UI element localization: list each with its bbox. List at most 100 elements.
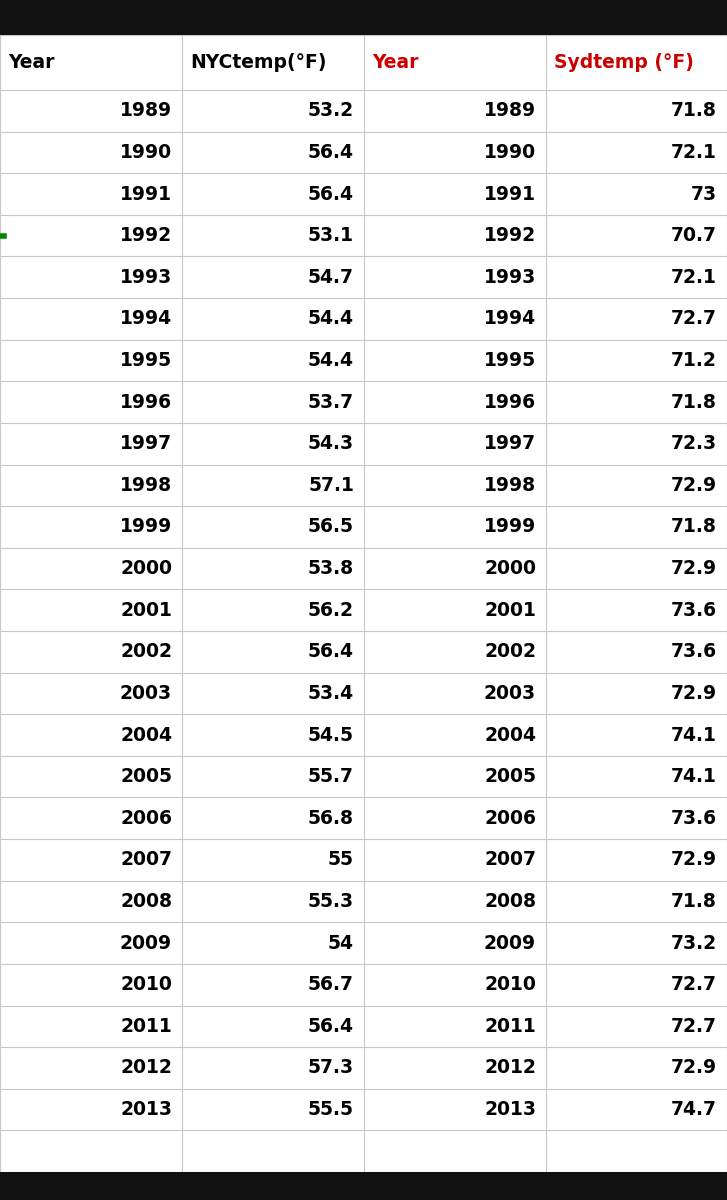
Text: 53.8: 53.8: [308, 559, 354, 578]
Text: 2007: 2007: [120, 851, 172, 869]
Text: 2003: 2003: [484, 684, 536, 703]
Text: 56.2: 56.2: [308, 601, 354, 619]
Text: 71.2: 71.2: [671, 350, 717, 370]
Text: Year: Year: [8, 53, 55, 72]
Text: 2001: 2001: [120, 601, 172, 619]
Text: Year: Year: [372, 53, 419, 72]
Text: 74.1: 74.1: [671, 767, 717, 786]
Text: 53.1: 53.1: [308, 226, 354, 245]
Text: 55.3: 55.3: [308, 892, 354, 911]
Text: 70.7: 70.7: [671, 226, 717, 245]
Text: 74.7: 74.7: [671, 1100, 717, 1120]
Text: 54.5: 54.5: [308, 726, 354, 744]
Text: 73.6: 73.6: [671, 642, 717, 661]
Text: 1996: 1996: [484, 392, 536, 412]
Text: 73.2: 73.2: [671, 934, 717, 953]
Bar: [0, 1172, 727, 1200]
Text: 2010: 2010: [120, 976, 172, 995]
Text: 72.7: 72.7: [671, 310, 717, 329]
Text: 2003: 2003: [120, 684, 172, 703]
Text: 2012: 2012: [484, 1058, 536, 1078]
Text: 1999: 1999: [120, 517, 172, 536]
Text: 2011: 2011: [120, 1016, 172, 1036]
Text: 54.7: 54.7: [308, 268, 354, 287]
Text: 72.7: 72.7: [671, 976, 717, 995]
Text: 2004: 2004: [484, 726, 536, 744]
Text: 56.4: 56.4: [308, 1016, 354, 1036]
Text: 72.9: 72.9: [671, 851, 717, 869]
Bar: [0, 0, 727, 35]
Text: 2008: 2008: [484, 892, 536, 911]
Text: 72.9: 72.9: [671, 559, 717, 578]
Text: 1989: 1989: [120, 101, 172, 120]
Text: 2013: 2013: [120, 1100, 172, 1120]
Text: NYCtemp(°F): NYCtemp(°F): [190, 53, 326, 72]
Text: 54.3: 54.3: [308, 434, 354, 454]
Text: 1999: 1999: [483, 517, 536, 536]
Text: 1992: 1992: [484, 226, 536, 245]
Text: 1995: 1995: [120, 350, 172, 370]
Text: 57.3: 57.3: [308, 1058, 354, 1078]
Text: 1993: 1993: [483, 268, 536, 287]
Text: 2010: 2010: [484, 976, 536, 995]
Text: 2002: 2002: [120, 642, 172, 661]
Text: 72.9: 72.9: [671, 684, 717, 703]
Text: 1998: 1998: [484, 476, 536, 494]
Text: 2008: 2008: [120, 892, 172, 911]
Text: 54.4: 54.4: [308, 350, 354, 370]
Text: 73: 73: [691, 185, 717, 204]
Text: 72.3: 72.3: [671, 434, 717, 454]
Text: 2009: 2009: [120, 934, 172, 953]
Text: 2005: 2005: [120, 767, 172, 786]
Text: 71.8: 71.8: [671, 101, 717, 120]
Text: 56.4: 56.4: [308, 185, 354, 204]
Text: 2009: 2009: [484, 934, 536, 953]
Text: 1992: 1992: [120, 226, 172, 245]
Text: 57.1: 57.1: [308, 476, 354, 494]
Text: 2011: 2011: [484, 1016, 536, 1036]
Text: 1991: 1991: [484, 185, 536, 204]
Text: 53.4: 53.4: [308, 684, 354, 703]
Text: 53.7: 53.7: [308, 392, 354, 412]
Text: 56.5: 56.5: [308, 517, 354, 536]
Text: 54.4: 54.4: [308, 310, 354, 329]
Text: 2000: 2000: [484, 559, 536, 578]
Text: 1995: 1995: [484, 350, 536, 370]
Text: 2005: 2005: [484, 767, 536, 786]
Text: 71.8: 71.8: [671, 892, 717, 911]
Text: 1994: 1994: [484, 310, 536, 329]
Text: 2006: 2006: [484, 809, 536, 828]
Text: 1990: 1990: [120, 143, 172, 162]
Text: 73.6: 73.6: [671, 601, 717, 619]
Text: 56.4: 56.4: [308, 143, 354, 162]
Text: 71.8: 71.8: [671, 517, 717, 536]
Text: 2000: 2000: [120, 559, 172, 578]
Text: 74.1: 74.1: [671, 726, 717, 744]
Text: 56.8: 56.8: [308, 809, 354, 828]
Text: Sydtemp (°F): Sydtemp (°F): [554, 53, 694, 72]
Text: 72.7: 72.7: [671, 1016, 717, 1036]
Text: 1989: 1989: [484, 101, 536, 120]
Text: 2013: 2013: [484, 1100, 536, 1120]
Text: 73.6: 73.6: [671, 809, 717, 828]
Text: 1994: 1994: [120, 310, 172, 329]
Text: 2001: 2001: [484, 601, 536, 619]
Text: 1993: 1993: [120, 268, 172, 287]
Text: 55.5: 55.5: [308, 1100, 354, 1120]
Text: 1997: 1997: [120, 434, 172, 454]
Text: 55.7: 55.7: [308, 767, 354, 786]
Text: 56.4: 56.4: [308, 642, 354, 661]
Text: 1991: 1991: [120, 185, 172, 204]
Text: 55: 55: [328, 851, 354, 869]
Text: 54: 54: [328, 934, 354, 953]
Text: 72.9: 72.9: [671, 476, 717, 494]
Text: 1990: 1990: [484, 143, 536, 162]
Text: 2004: 2004: [120, 726, 172, 744]
Text: 72.9: 72.9: [671, 1058, 717, 1078]
Text: 2006: 2006: [120, 809, 172, 828]
Text: 2012: 2012: [120, 1058, 172, 1078]
Text: 72.1: 72.1: [671, 268, 717, 287]
Text: 72.1: 72.1: [671, 143, 717, 162]
Text: 1996: 1996: [120, 392, 172, 412]
Text: 2002: 2002: [484, 642, 536, 661]
